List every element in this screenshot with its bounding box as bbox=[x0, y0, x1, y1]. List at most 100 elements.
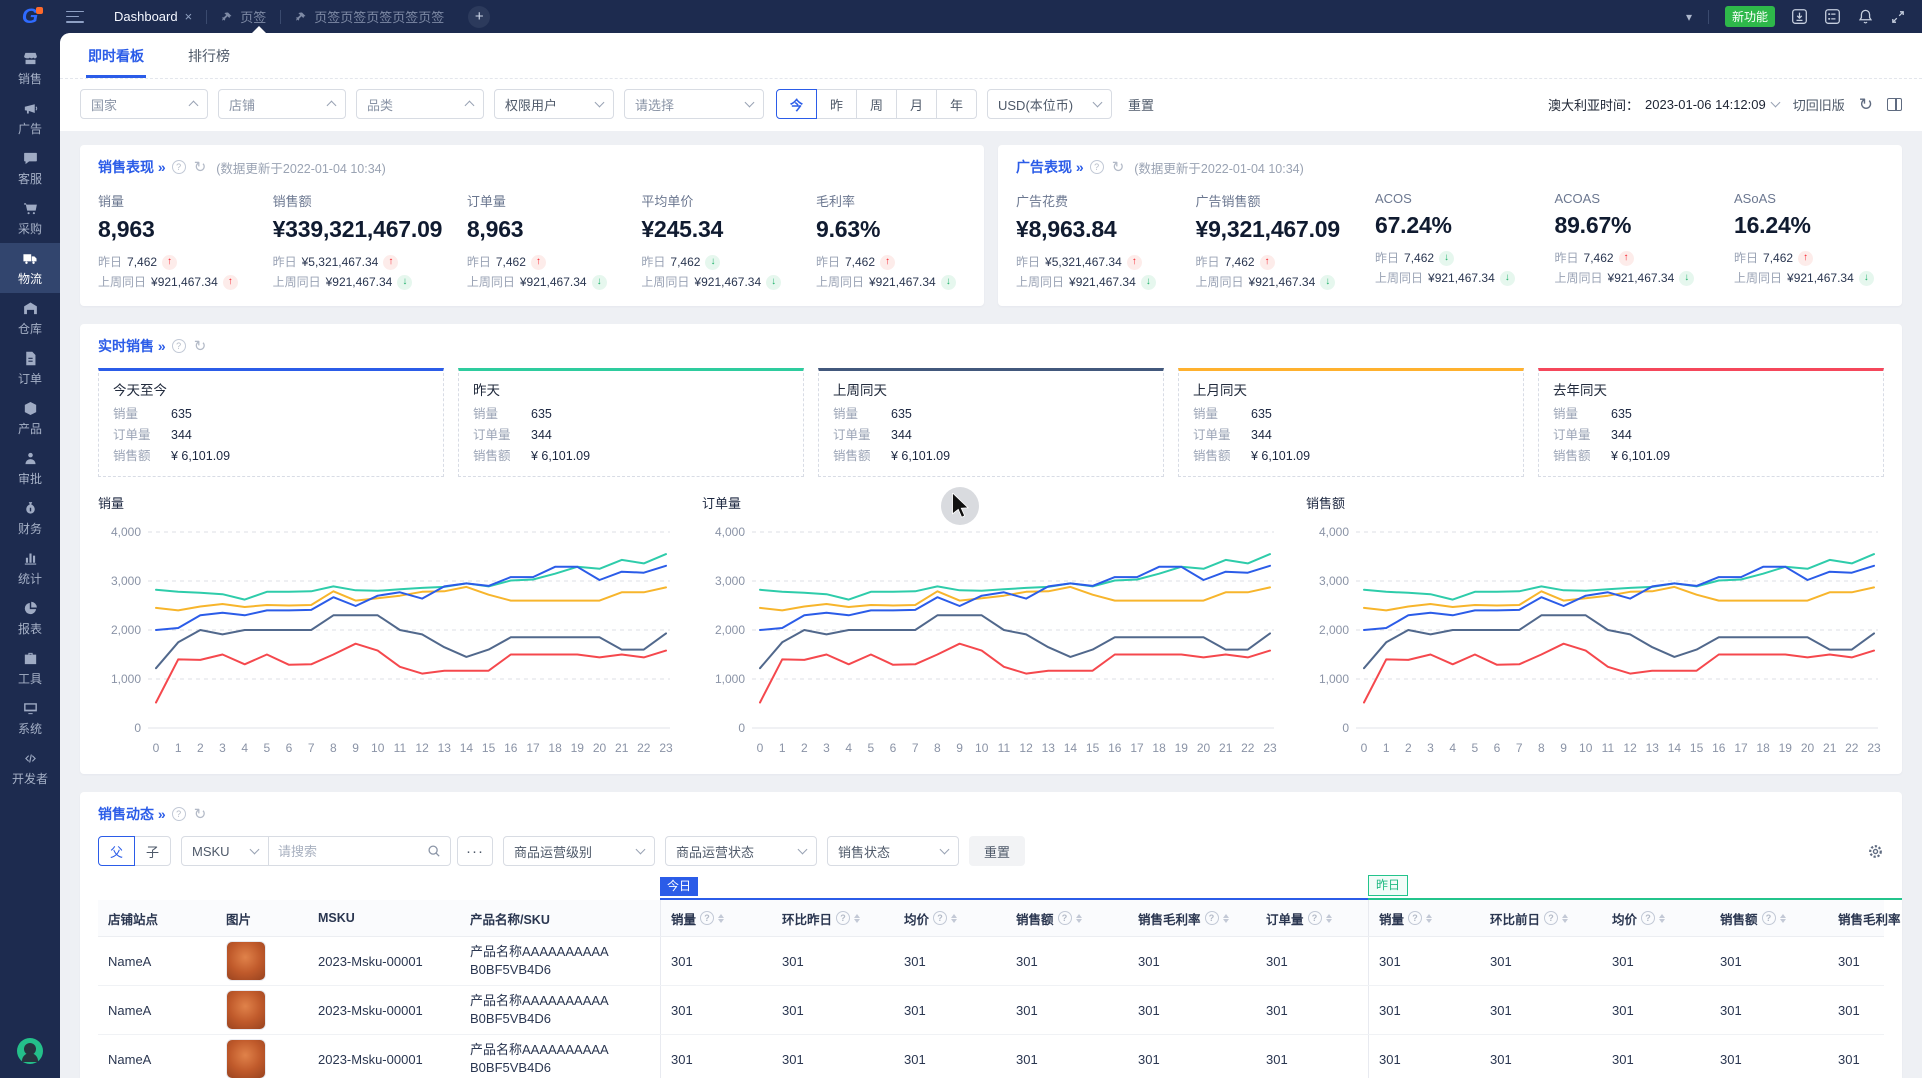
help-icon[interactable]: ? bbox=[1544, 911, 1559, 925]
filter-select-品类[interactable]: 品类 bbox=[356, 89, 484, 119]
sidebar-item-产品[interactable]: 产品 bbox=[0, 393, 60, 443]
sidebar-item-销售[interactable]: 销售 bbox=[0, 43, 60, 93]
sort-icon[interactable] bbox=[1562, 913, 1569, 923]
sidebar-item-采购[interactable]: 采购 bbox=[0, 193, 60, 243]
sidebar-item-财务[interactable]: 财务 bbox=[0, 493, 60, 543]
refresh-icon[interactable]: ↻ bbox=[193, 805, 207, 823]
pin-icon[interactable] bbox=[295, 11, 307, 23]
time-range-周[interactable]: 周 bbox=[856, 89, 897, 119]
refresh-icon[interactable]: ↻ bbox=[193, 158, 207, 176]
sidebar-item-系统[interactable]: 系统 bbox=[0, 693, 60, 743]
filter-select-店铺[interactable]: 店铺 bbox=[218, 89, 346, 119]
report-icon bbox=[22, 600, 39, 617]
sort-icon[interactable] bbox=[854, 913, 861, 923]
cell-yesterday-value: 301 bbox=[1838, 953, 1860, 969]
bell-icon[interactable] bbox=[1857, 8, 1874, 25]
sidebar-item-工具[interactable]: 工具 bbox=[0, 643, 60, 693]
help-icon[interactable]: ? bbox=[700, 911, 715, 925]
layout-columns-icon[interactable] bbox=[1887, 97, 1902, 111]
sort-icon[interactable] bbox=[951, 913, 958, 923]
sales-performance-title[interactable]: 销售表现 » bbox=[98, 159, 166, 175]
hamburger-menu-icon[interactable] bbox=[66, 10, 84, 23]
currency-select[interactable]: USD(本位币) bbox=[987, 89, 1112, 119]
sort-icon[interactable] bbox=[1325, 913, 1332, 923]
help-icon[interactable]: ? bbox=[171, 160, 186, 174]
child-sku-toggle[interactable]: 子 bbox=[134, 836, 171, 866]
more-filters-button[interactable]: ··· bbox=[457, 836, 493, 866]
sidebar-item-报表[interactable]: 报表 bbox=[0, 593, 60, 643]
refresh-icon[interactable]: ↻ bbox=[1858, 94, 1873, 114]
fullscreen-icon[interactable] bbox=[1890, 9, 1906, 25]
reset-button[interactable]: 重置 bbox=[1128, 95, 1154, 114]
time-range-年[interactable]: 年 bbox=[936, 89, 977, 119]
metric-ASoAS: ASoAS 16.24% 昨日 7,462 ↑ 上周同日 ¥921,467.34 ↓ bbox=[1734, 191, 1884, 292]
ads-performance-title[interactable]: 广告表现 » bbox=[1016, 159, 1084, 175]
time-range-月[interactable]: 月 bbox=[896, 89, 937, 119]
refresh-icon[interactable]: ↻ bbox=[1111, 158, 1125, 176]
sku-type-select[interactable]: MSKU bbox=[181, 836, 269, 866]
tab-即时看板[interactable]: 即时看板 bbox=[86, 33, 146, 78]
new-feature-badge[interactable]: 新功能 bbox=[1724, 6, 1775, 27]
cell-yesterday-value: 301 bbox=[1368, 1035, 1480, 1078]
switch-old-version-link[interactable]: 切回旧版 bbox=[1792, 97, 1845, 113]
help-icon[interactable]: ? bbox=[1307, 911, 1322, 925]
sort-icon[interactable] bbox=[718, 913, 725, 923]
parent-sku-toggle[interactable]: 父 bbox=[98, 836, 135, 866]
time-range-今[interactable]: 今 bbox=[776, 89, 817, 119]
sidebar-item-订单[interactable]: 订单 bbox=[0, 343, 60, 393]
reset-button[interactable]: 重置 bbox=[969, 836, 1026, 866]
topbar-tab-3[interactable]: 页签页签页签页签页签 bbox=[281, 0, 458, 33]
sort-icon[interactable] bbox=[1426, 913, 1433, 923]
cell-today-value: 301 bbox=[1138, 1002, 1160, 1018]
user-avatar[interactable] bbox=[17, 1038, 43, 1064]
sidebar-item-审批[interactable]: 审批 bbox=[0, 443, 60, 493]
sidebar-item-客服[interactable]: 客服 bbox=[0, 143, 60, 193]
realtime-sales-title[interactable]: 实时销售 » bbox=[98, 338, 166, 354]
time-range-昨[interactable]: 昨 bbox=[816, 89, 857, 119]
todo-list-icon[interactable] bbox=[1824, 8, 1841, 25]
help-icon[interactable]: ? bbox=[836, 911, 851, 925]
help-icon[interactable]: ? bbox=[171, 807, 186, 821]
sidebar-item-开发者[interactable]: 开发者 bbox=[0, 743, 60, 793]
sort-icon[interactable] bbox=[1659, 913, 1666, 923]
sort-icon[interactable] bbox=[1779, 913, 1786, 923]
sale-status-select[interactable]: 销售状态 bbox=[827, 836, 959, 866]
timezone-time-select[interactable]: 澳大利亚时间： 2023-01-06 14:12:09 bbox=[1548, 95, 1781, 114]
cell-product-image bbox=[216, 1035, 308, 1078]
close-tab-icon[interactable]: × bbox=[184, 9, 193, 24]
svg-text:7: 7 bbox=[308, 741, 315, 755]
sidebar-item-统计[interactable]: 统计 bbox=[0, 543, 60, 593]
help-icon[interactable]: ? bbox=[1641, 911, 1656, 925]
product-level-select[interactable]: 商品运营级别 bbox=[503, 836, 655, 866]
sort-icon[interactable] bbox=[1075, 913, 1082, 923]
pin-icon[interactable] bbox=[221, 11, 233, 23]
filter-select-请选择[interactable]: 请选择 bbox=[624, 89, 764, 119]
help-icon[interactable]: ? bbox=[1089, 160, 1104, 174]
filter-select-权限用户[interactable]: 权限用户 bbox=[494, 89, 614, 119]
topbar-tab-2[interactable]: 页签 bbox=[207, 0, 280, 33]
sidebar-item-物流[interactable]: 物流 bbox=[0, 243, 60, 293]
help-icon[interactable]: ? bbox=[933, 911, 948, 925]
sidebar-item-广告[interactable]: 广告 bbox=[0, 93, 60, 143]
sort-icon[interactable] bbox=[1222, 913, 1229, 923]
search-input[interactable] bbox=[278, 843, 421, 859]
search-icon[interactable] bbox=[427, 844, 441, 858]
filter-select-国家[interactable]: 国家 bbox=[80, 89, 208, 119]
tab-排行榜[interactable]: 排行榜 bbox=[188, 48, 230, 64]
help-icon[interactable]: ? bbox=[171, 339, 186, 353]
refresh-icon[interactable]: ↻ bbox=[193, 337, 207, 355]
help-icon[interactable]: ? bbox=[1761, 911, 1776, 925]
product-status-select[interactable]: 商品运营状态 bbox=[665, 836, 817, 866]
help-icon[interactable]: ? bbox=[1408, 911, 1423, 925]
chevron-down-icon[interactable]: ▾ bbox=[1685, 9, 1692, 24]
help-icon[interactable]: ? bbox=[1204, 911, 1219, 925]
add-tab-button[interactable]: + bbox=[468, 5, 491, 28]
sidebar-item-仓库[interactable]: 仓库 bbox=[0, 293, 60, 343]
sales-dynamics-title[interactable]: 销售动态 » bbox=[98, 806, 166, 822]
product-image bbox=[226, 941, 266, 981]
settings-gear-icon[interactable] bbox=[1867, 843, 1884, 860]
help-icon[interactable]: ? bbox=[1057, 911, 1072, 925]
topbar-tab-1[interactable]: Dashboard × bbox=[100, 0, 206, 33]
download-icon[interactable] bbox=[1791, 8, 1808, 25]
app-logo[interactable]: G bbox=[0, 6, 60, 27]
